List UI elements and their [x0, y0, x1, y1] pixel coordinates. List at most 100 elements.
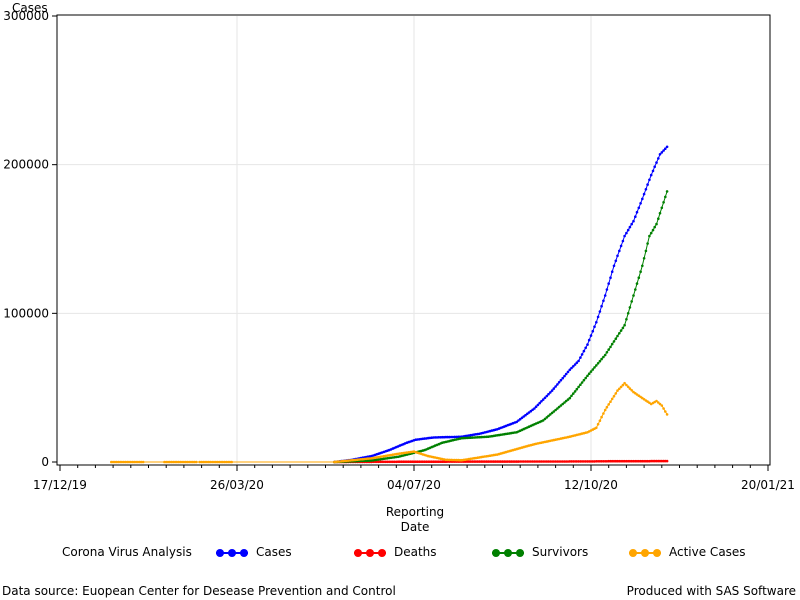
data-point-deaths — [632, 459, 635, 463]
data-point-cases — [593, 325, 596, 329]
data-point-deaths — [488, 460, 492, 463]
legend-item-deaths: Deaths — [352, 545, 437, 559]
data-point-survivors — [591, 368, 595, 371]
data-point-deaths — [534, 460, 538, 463]
data-point-survivors — [646, 242, 649, 245]
data-point-survivors — [609, 345, 612, 349]
data-point-cases — [609, 276, 612, 280]
data-point-deaths — [527, 460, 531, 463]
data-point-active-cases — [141, 460, 145, 464]
data-point-cases — [614, 259, 618, 263]
data-point-active-cases — [186, 460, 189, 464]
data-point-active-cases — [200, 460, 203, 464]
legend-label-active-cases: Active Cases — [669, 545, 746, 559]
data-point-deaths — [465, 460, 469, 463]
data-point-cases — [579, 356, 582, 359]
data-point-deaths — [582, 460, 586, 463]
data-point-survivors — [623, 323, 626, 327]
data-point-survivors — [545, 416, 549, 419]
data-point-survivors — [579, 383, 582, 387]
data-point-deaths — [501, 460, 504, 463]
data-point-survivors — [580, 381, 584, 384]
data-point-deaths — [646, 459, 649, 463]
data-point-cases — [602, 299, 605, 303]
data-point-cases — [634, 215, 637, 218]
data-point-survivors — [552, 410, 556, 413]
data-point-survivors — [635, 282, 639, 285]
data-point-survivors — [572, 392, 575, 395]
data-point-deaths — [412, 460, 416, 464]
data-point-cases — [441, 435, 444, 439]
data-point-survivors — [573, 390, 577, 393]
data-point-deaths — [649, 459, 653, 463]
data-point-cases — [642, 192, 646, 196]
data-point-survivors — [607, 348, 610, 351]
data-point-deaths — [600, 460, 603, 463]
data-point-survivors — [561, 402, 564, 406]
data-point-cases — [655, 161, 658, 164]
data-point-deaths — [416, 460, 419, 464]
data-point-survivors — [605, 351, 609, 354]
data-point-deaths — [595, 460, 598, 463]
data-point-survivors — [632, 294, 635, 297]
data-point-deaths — [660, 459, 664, 463]
data-point-active-cases — [168, 460, 171, 464]
legend-item-cases: Cases — [214, 545, 292, 559]
data-point-cases — [556, 383, 559, 386]
data-point-survivors — [596, 362, 600, 365]
data-point-cases — [533, 407, 536, 410]
data-point-deaths — [518, 460, 522, 463]
data-point-active-cases — [182, 460, 186, 464]
y-tick-label: 200000 — [3, 158, 49, 172]
data-point-active-cases — [623, 381, 626, 385]
data-point-active-cases — [228, 460, 232, 464]
data-point-deaths — [572, 460, 575, 463]
y-tick-label: 100000 — [3, 306, 49, 320]
data-point-survivors — [541, 419, 545, 422]
data-point-cases — [591, 329, 595, 333]
data-point-survivors — [618, 332, 621, 335]
y-tick-label: 0 — [41, 455, 49, 469]
data-point-survivors — [600, 357, 603, 361]
data-point-survivors — [610, 342, 614, 346]
data-point-survivors — [577, 385, 580, 389]
gridlines — [58, 16, 769, 464]
data-point-survivors — [639, 270, 642, 274]
data-point-deaths — [554, 460, 557, 463]
data-point-active-cases — [195, 460, 198, 464]
data-point-deaths — [564, 460, 568, 463]
data-point-deaths — [536, 460, 540, 463]
data-point-active-cases — [665, 413, 669, 416]
data-point-active-cases — [662, 407, 665, 410]
data-point-cases — [446, 435, 449, 439]
data-point-survivors — [664, 195, 667, 199]
data-point-cases — [653, 165, 656, 168]
data-point-active-cases — [616, 389, 619, 392]
data-point-active-cases — [657, 401, 660, 404]
data-point-active-cases — [218, 460, 221, 464]
data-point-cases — [577, 359, 580, 363]
data-point-cases — [570, 366, 573, 370]
data-point-cases — [600, 304, 603, 308]
data-point-cases — [575, 361, 579, 365]
data-point-cases — [644, 188, 648, 191]
data-point-cases — [657, 157, 660, 160]
data-point-deaths — [418, 460, 421, 464]
data-point-cases — [607, 282, 610, 285]
data-point-survivors — [653, 225, 656, 229]
legend-label-cases: Cases — [256, 545, 292, 559]
data-point-deaths — [549, 460, 552, 463]
data-point-deaths — [398, 460, 402, 464]
data-point-active-cases — [448, 458, 451, 462]
data-point-cases — [589, 334, 593, 337]
data-point-active-cases — [602, 412, 605, 415]
data-point-active-cases — [230, 460, 233, 464]
data-point-survivors — [660, 206, 664, 210]
data-point-deaths — [664, 459, 667, 463]
data-point-active-cases — [175, 460, 179, 464]
data-point-survivors — [626, 312, 630, 315]
data-point-deaths — [552, 460, 556, 463]
data-point-deaths — [410, 460, 414, 464]
data-point-survivors — [616, 334, 619, 338]
data-point-deaths — [641, 459, 644, 463]
